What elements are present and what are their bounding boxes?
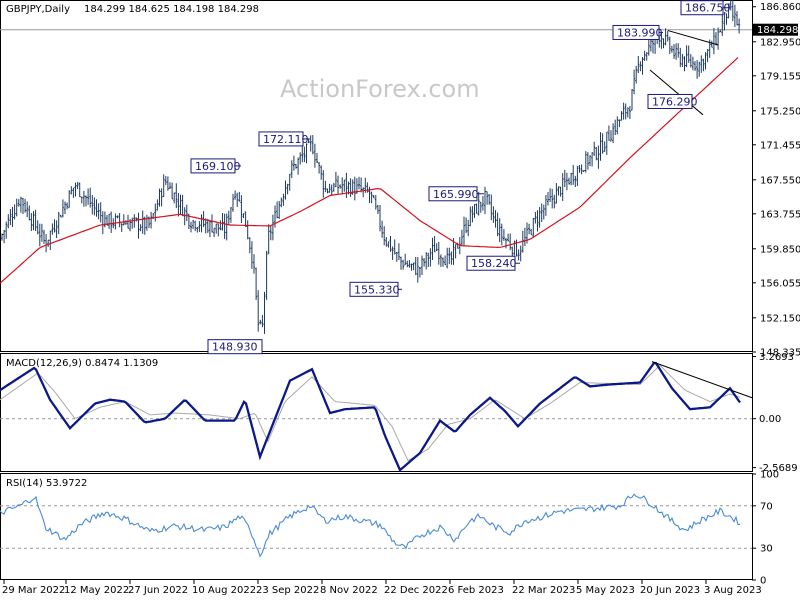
price-tick-label: 163.755 [760,209,800,220]
macd-panel [0,353,753,472]
annotation-label: 186.750 [685,2,731,15]
rsi-tick-label: 100 [760,470,779,481]
price-annotation: 158.240 [466,255,520,271]
date-tick-label: 23 Sep 2022 [256,585,319,596]
macd-title: MACD(12,26,9) 0.8474 1.1309 [6,358,158,369]
price-panel [0,0,753,352]
ohlc-values: 184.299 184.625 184.198 184.298 [84,4,259,15]
price-tick-label: 159.850 [760,244,800,255]
price-tick-label: 182.950 [760,37,800,48]
price-tick-label: 167.550 [760,175,800,186]
price-annotation: 169.100 [190,158,241,174]
price-annotation: 186.750 [680,0,731,16]
macd-tick-label: 0.00 [759,414,781,425]
annotation-label: 169.100 [195,160,241,173]
candlestick-series [1,0,741,334]
macd-line [0,361,741,472]
macd-axis: 3.2693 0.00 -2.5689 [752,352,798,474]
last-price-box [752,23,798,36]
annotation-label: 172.110 [263,133,309,146]
rsi-line [0,493,741,558]
annotation-label: 155.330 [354,283,400,296]
watermark: ActionForex.com [280,75,480,103]
date-tick-label: 29 Mar 2022 [2,585,65,596]
date-tick-label: 10 Aug 2022 [192,585,256,596]
rsi-tick-label: 0 [760,576,766,587]
price-trend-line [649,69,704,116]
price-annotations: 169.100 172.110 148.930 155.330 165.990 158.2… [190,0,731,355]
rsi-tick-label: 30 [760,544,773,555]
date-tick-label: 22 Mar 2023 [512,585,575,596]
rsi-levels [0,505,752,549]
moving-average-line [0,57,739,284]
date-tick-label: 8 Nov 2022 [320,585,378,596]
price-tick-label: 171.455 [760,140,800,151]
price-tick-label: 156.055 [760,278,800,289]
macd-signal-line [0,364,741,462]
last-price-label: 184.298 [757,25,798,36]
price-trend-lines [649,30,719,116]
price-annotation: 183.990 [612,24,663,40]
macd-tick-label: -2.5689 [759,463,798,474]
date-tick-label: 5 May 2023 [576,585,635,596]
price-tick-label: 175.250 [760,106,800,117]
price-annotation: 172.110 [258,131,310,147]
symbol-label: GBPJPY,Daily [6,4,70,15]
rsi-title: RSI(14) 53.9722 [6,478,87,489]
price-axis: 186.860 182.950 179.155 175.250 171.455 167.5… [752,2,800,359]
macd-trend-line [651,361,753,399]
annotation-label: 165.990 [433,188,479,201]
annotation-label: 148.930 [212,341,258,354]
date-tick-label: 22 Dec 2022 [384,585,448,596]
macd-tick-label: 3.2693 [759,352,794,363]
price-annotation: 148.930 [207,339,263,355]
date-tick-label: 27 Jun 2022 [128,585,188,596]
annotation-label: 158.240 [471,257,517,270]
annotation-label: 183.990 [617,26,663,39]
date-tick-label: 3 Aug 2023 [704,585,762,596]
date-tick-label: 20 Jun 2023 [640,585,700,596]
price-annotation: 155.330 [349,281,402,297]
date-tick-label: 6 Feb 2023 [448,585,504,596]
annotation-label: 176.290 [652,95,698,108]
price-tick-label: 148.335 [760,348,800,359]
price-tick-label: 186.860 [760,2,800,13]
macd-trend-line [651,361,753,399]
price-annotation: 176.290 [647,93,698,109]
price-tick-label: 152.150 [760,313,800,324]
rsi-axis: 100 70 30 0 [752,470,779,587]
price-tick-label: 179.155 [760,71,800,82]
date-tick-label: 12 May 2022 [64,585,129,596]
rsi-panel [0,473,753,580]
rsi-tick-label: 70 [760,501,773,512]
price-annotation: 165.990 [428,186,484,202]
price-trend-line [667,30,719,46]
